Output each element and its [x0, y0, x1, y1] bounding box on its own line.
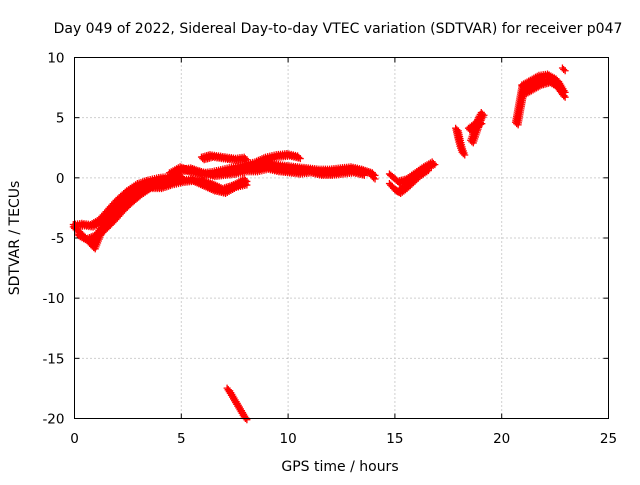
- y-tick-label: -20: [42, 412, 64, 428]
- x-tick-label: 20: [493, 431, 510, 447]
- data-point: [458, 148, 466, 156]
- data-point: [429, 159, 437, 167]
- data-point: [423, 165, 431, 173]
- data-point: [422, 164, 430, 172]
- x-tick-label: 25: [600, 431, 617, 447]
- y-axis-label: SDTVAR / TECUs: [7, 181, 23, 296]
- grid: [74, 57, 609, 419]
- data-point: [294, 152, 302, 160]
- data-point: [241, 155, 249, 163]
- x-tick-label: 5: [177, 431, 186, 447]
- data-point: [160, 176, 168, 184]
- data-point: [558, 91, 566, 99]
- x-axis-label: GPS time / hours: [281, 459, 398, 475]
- data-point: [370, 174, 378, 182]
- chart-title: Day 049 of 2022, Sidereal Day-to-day VTE…: [54, 21, 623, 37]
- data-point: [560, 66, 568, 74]
- plot-frame: [74, 57, 609, 419]
- data-point: [358, 169, 366, 177]
- x-tick-label: 10: [280, 431, 297, 447]
- data-point: [477, 109, 485, 117]
- y-tick-label: 10: [47, 51, 64, 67]
- data-point: [476, 118, 484, 126]
- data-point: [459, 150, 467, 158]
- y-tick-label: -10: [42, 291, 64, 307]
- y-tick-label: -5: [51, 231, 64, 247]
- data-point: [177, 173, 185, 181]
- data-point: [368, 172, 376, 180]
- data-point: [560, 92, 568, 100]
- x-tick-label: 0: [70, 431, 79, 447]
- data-point: [475, 117, 483, 125]
- x-tick-label: 15: [386, 431, 403, 447]
- y-tick-label: -15: [42, 351, 64, 367]
- data-point: [240, 175, 248, 183]
- data-point: [428, 158, 436, 166]
- data-point: [240, 153, 248, 161]
- tick-labels: 0 5 10 15 20 25 -20 -15 -10 -5 0 5 10: [42, 51, 617, 448]
- data-point: [241, 176, 249, 184]
- data-point: [295, 153, 303, 161]
- y-tick-label: 5: [56, 111, 65, 127]
- data-points: [69, 64, 569, 424]
- data-point: [478, 110, 486, 118]
- data-point: [558, 64, 566, 72]
- data-point: [159, 175, 167, 183]
- y-tick-label: 0: [56, 171, 65, 187]
- data-point: [359, 170, 367, 178]
- data-point: [240, 413, 248, 421]
